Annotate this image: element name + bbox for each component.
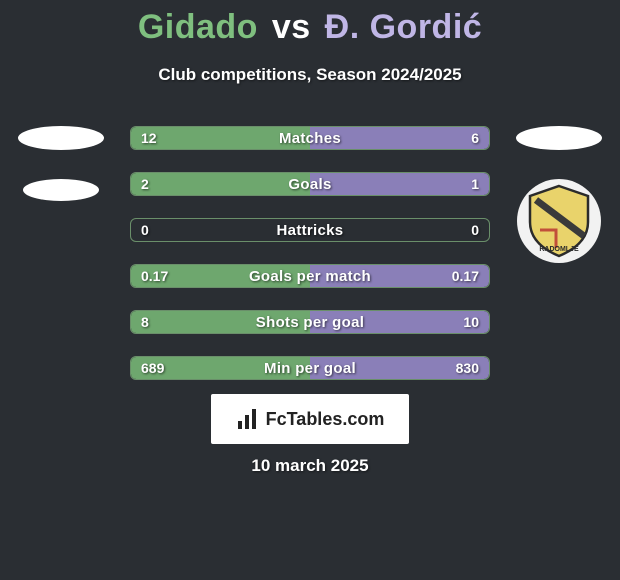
source-logo-text: FcTables.com	[266, 409, 385, 430]
stat-row: 21Goals	[130, 172, 490, 196]
stat-label: Goals per match	[131, 265, 489, 287]
stat-row: 689830Min per goal	[130, 356, 490, 380]
left-badge-placeholder-2	[23, 179, 99, 201]
source-logo: FcTables.com	[211, 394, 409, 444]
stat-label: Goals	[131, 173, 489, 195]
stat-row: 810Shots per goal	[130, 310, 490, 334]
stat-label: Matches	[131, 127, 489, 149]
title-player2: Đ. Gordić	[325, 8, 483, 46]
right-club-badge: RADOMLJE	[516, 178, 602, 264]
stat-label: Min per goal	[131, 357, 489, 379]
bar-chart-icon	[236, 407, 260, 431]
shield-badge-icon: RADOMLJE	[516, 178, 602, 264]
right-badge-placeholder-1	[516, 126, 602, 150]
title-vs: vs	[272, 8, 311, 46]
stat-row: 126Matches	[130, 126, 490, 150]
svg-text:RADOMLJE: RADOMLJE	[539, 246, 579, 253]
title: Gidado vs Đ. Gordić	[0, 0, 620, 47]
subtitle: Club competitions, Season 2024/2025	[0, 65, 620, 85]
left-badge-placeholder-1	[18, 126, 104, 150]
title-player1: Gidado	[138, 8, 258, 46]
stat-label: Hattricks	[131, 219, 489, 241]
stat-rows: 126Matches 21Goals 00Hattricks 0.170.17Goal…	[130, 126, 490, 402]
stat-label: Shots per goal	[131, 311, 489, 333]
stat-row: 0.170.17Goals per match	[130, 264, 490, 288]
stat-row: 00Hattricks	[130, 218, 490, 242]
comparison-infographic: Gidado vs Đ. Gordić Club competitions, S…	[0, 0, 620, 580]
date-text: 10 march 2025	[0, 456, 620, 476]
